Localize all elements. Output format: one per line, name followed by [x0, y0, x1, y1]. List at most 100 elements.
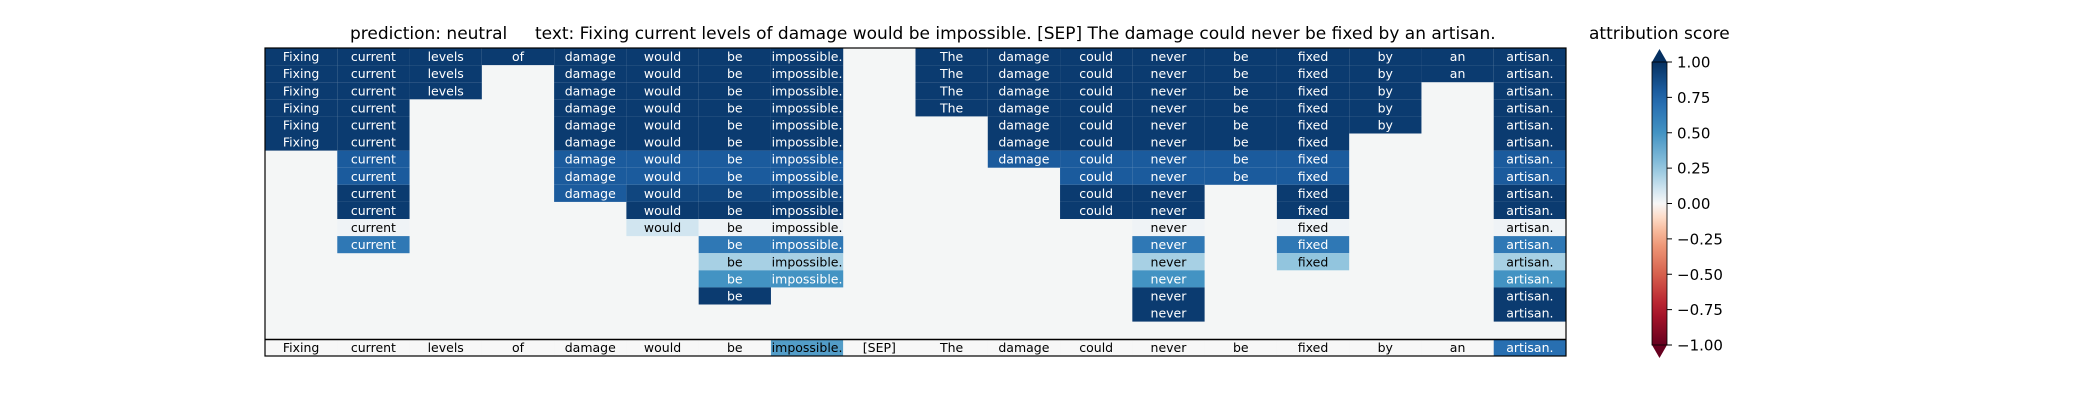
cell-label: artisan.: [1506, 100, 1553, 115]
summary-token-label: of: [512, 340, 525, 355]
heatmap-cell: [1276, 116, 1350, 134]
cell-label: artisan.: [1506, 220, 1553, 235]
cell-label: would: [644, 152, 681, 167]
heatmap-cell: [987, 99, 1061, 117]
cell-label: levels: [428, 49, 464, 64]
cell-label: never: [1151, 152, 1188, 167]
heatmap-cell: [770, 270, 844, 288]
heatmap-cell: [1060, 99, 1133, 117]
cell-label: damage: [998, 49, 1049, 64]
heatmap-cell: [626, 167, 699, 185]
cell-label: damage: [565, 66, 616, 81]
summary-token-label: impossible.: [772, 340, 843, 355]
colorbar-tick-label: 0.25: [1677, 160, 1710, 178]
heatmap-cell: [698, 201, 771, 219]
cell-label: be: [727, 66, 743, 81]
cell-label: impossible.: [772, 203, 843, 218]
heatmap-cell: [1060, 150, 1133, 168]
heatmap-cell: [626, 116, 699, 134]
heatmap-cell: [337, 167, 410, 185]
heatmap-cell: [409, 65, 482, 83]
cell-label: would: [644, 203, 681, 218]
heatmap-cell: [626, 48, 699, 66]
heatmap-cell: [1276, 150, 1350, 168]
heatmap-cell: [1493, 201, 1566, 219]
heatmap-cell: [698, 150, 771, 168]
cell-label: be: [727, 49, 743, 64]
cell-label: of: [512, 49, 525, 64]
heatmap-cell: [1493, 287, 1566, 305]
cell-label: be: [727, 271, 743, 286]
cell-label: current: [351, 100, 396, 115]
heatmap-cell: [1276, 99, 1350, 117]
heatmap-cell: [1132, 116, 1205, 134]
heatmap-cell: [1132, 48, 1205, 66]
colorbar-title: attribution score: [1589, 24, 1730, 44]
cell-label: never: [1151, 169, 1188, 184]
colorbar-tick-label: 0.00: [1677, 195, 1710, 213]
heatmap-cell: [554, 82, 627, 100]
heatmap-cell: [1132, 270, 1205, 288]
heatmap-cell: [1421, 48, 1494, 66]
heatmap-cell: [1060, 48, 1133, 66]
heatmap-cell: [1493, 82, 1566, 100]
cell-label: Fixing: [283, 83, 319, 98]
cell-label: never: [1151, 100, 1188, 115]
heatmap-cell: [626, 99, 699, 117]
cell-label: artisan.: [1506, 254, 1553, 269]
cell-label: would: [644, 220, 681, 235]
cell-label: impossible.: [772, 152, 843, 167]
heatmap-cell: [987, 116, 1061, 134]
heatmap-cell: [1204, 99, 1277, 117]
cell-label: be: [727, 152, 743, 167]
heatmap-cell: [698, 270, 771, 288]
cell-label: current: [351, 66, 396, 81]
cell-label: never: [1151, 117, 1188, 132]
cell-label: would: [644, 186, 681, 201]
heatmap-cell: [265, 133, 338, 151]
cell-label: artisan.: [1506, 135, 1553, 150]
cell-label: would: [644, 135, 681, 150]
heatmap-cell: [1132, 133, 1205, 151]
heatmap-cell: [554, 48, 627, 66]
heatmap-cell: [337, 236, 410, 254]
colorbar-tick-label: 1.00: [1677, 54, 1710, 72]
cell-label: never: [1151, 220, 1188, 235]
cell-label: damage: [998, 117, 1049, 132]
heatmap-cell: [1493, 236, 1566, 254]
heatmap-cell: [1060, 116, 1133, 134]
heatmap-cell: [265, 82, 338, 100]
cell-label: be: [1233, 152, 1249, 167]
cell-label: would: [644, 100, 681, 115]
cell-label: fixed: [1298, 66, 1329, 81]
heatmap-cell: [1349, 99, 1422, 117]
cell-label: artisan.: [1506, 49, 1553, 64]
cell-label: damage: [998, 66, 1049, 81]
cell-label: damage: [565, 83, 616, 98]
summary-cell: [409, 339, 482, 356]
heatmap-cell: [1132, 82, 1205, 100]
heatmap-cell: [987, 48, 1061, 66]
colorbar-tick-label: 0.50: [1677, 124, 1710, 142]
heatmap-cell: [1132, 201, 1205, 219]
heatmap-cell: [1421, 65, 1494, 83]
heatmap-frame: [264, 47, 1567, 357]
heatmap-cell: [1349, 65, 1422, 83]
heatmap-cell: [337, 65, 410, 83]
heatmap-cell: [1132, 236, 1205, 254]
cell-label: an: [1450, 66, 1466, 81]
heatmap-cell: [337, 133, 410, 151]
heatmap-cell: [554, 116, 627, 134]
colorbar-extend-top: [1652, 49, 1667, 62]
heatmap-cell: [481, 48, 555, 66]
cell-label: by: [1378, 100, 1394, 115]
heatmap-cell: [337, 82, 410, 100]
heatmap-cell: [770, 116, 844, 134]
summary-cell: [915, 339, 988, 356]
heatmap-cell: [1276, 133, 1350, 151]
heatmap-cell: [265, 116, 338, 134]
cell-label: by: [1378, 49, 1394, 64]
cell-label: never: [1151, 66, 1188, 81]
heatmap-cell: [698, 236, 771, 254]
heatmap-cell: [1493, 48, 1566, 66]
